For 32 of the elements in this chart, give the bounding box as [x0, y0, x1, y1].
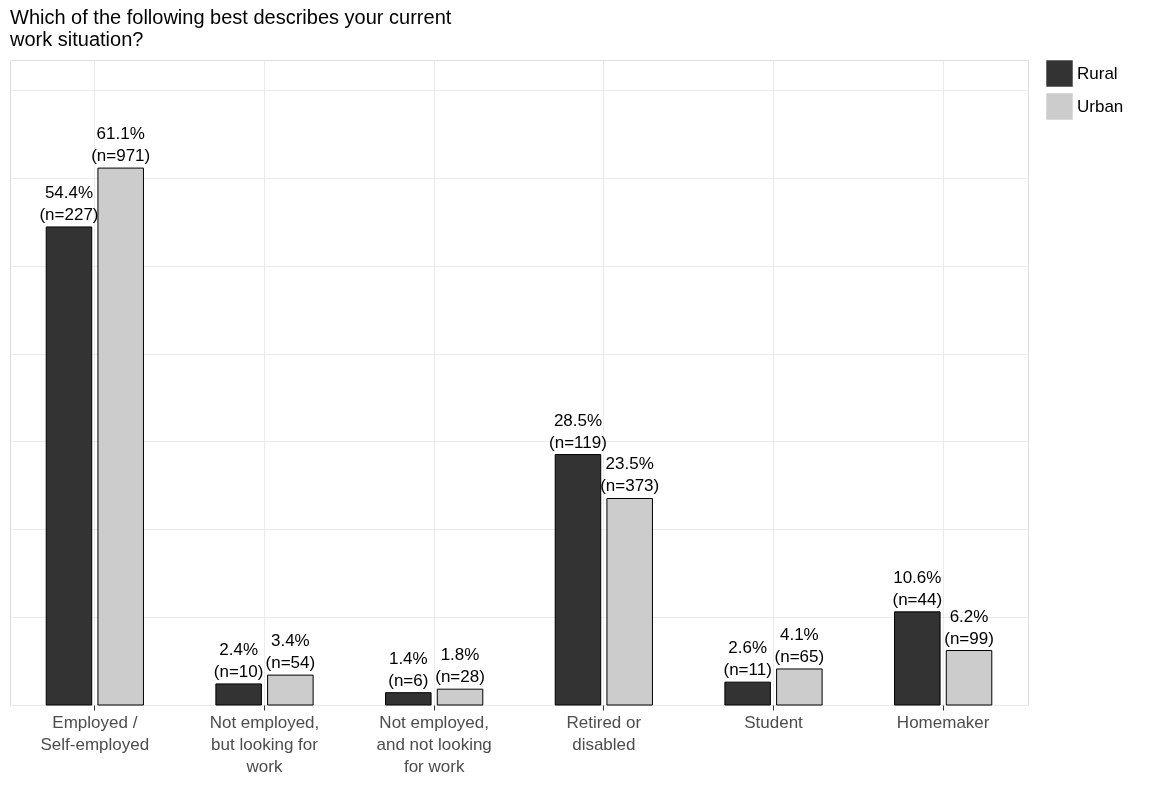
- x-tick-label: Not employed, but looking for work: [209, 712, 320, 776]
- data-label: 1.4% (n=6): [388, 648, 429, 690]
- bar: [385, 692, 432, 706]
- data-label: 10.6% (n=44): [892, 567, 943, 609]
- bar: [215, 683, 262, 706]
- data-label: 6.2% (n=99): [944, 606, 994, 648]
- data-label: 61.1% (n=971): [91, 124, 151, 166]
- data-label: 2.4% (n=10): [213, 639, 264, 681]
- data-label: 23.5% (n=373): [600, 454, 660, 496]
- bar: [267, 674, 314, 706]
- x-tick-label: Employed / Self-employed: [40, 712, 150, 754]
- bar: [554, 454, 602, 706]
- data-label: 3.4% (n=54): [265, 631, 316, 673]
- bar: [945, 650, 993, 706]
- bar: [97, 167, 144, 706]
- bar: [776, 668, 823, 706]
- x-tick-label: Student: [744, 712, 804, 732]
- legend-label: Rural: [1077, 63, 1118, 83]
- bar: [45, 226, 93, 706]
- x-tick-label: Not employed, and not looking for work: [376, 712, 492, 776]
- x-tick-label: Retired or disabled: [566, 712, 642, 754]
- bar: [894, 611, 941, 706]
- data-label: 2.6% (n=11): [723, 638, 772, 680]
- bar: [606, 497, 653, 706]
- chart-title: Which of the following best describes your current work situation?: [9, 6, 452, 50]
- bar: [724, 681, 771, 706]
- x-tick-label: Homemaker: [896, 712, 990, 732]
- legend-label: Urban: [1077, 96, 1124, 116]
- bar: [436, 688, 484, 706]
- data-label: 28.5% (n=119): [549, 410, 607, 452]
- data-label: 4.1% (n=65): [774, 624, 825, 666]
- data-label: 1.8% (n=28): [435, 645, 485, 687]
